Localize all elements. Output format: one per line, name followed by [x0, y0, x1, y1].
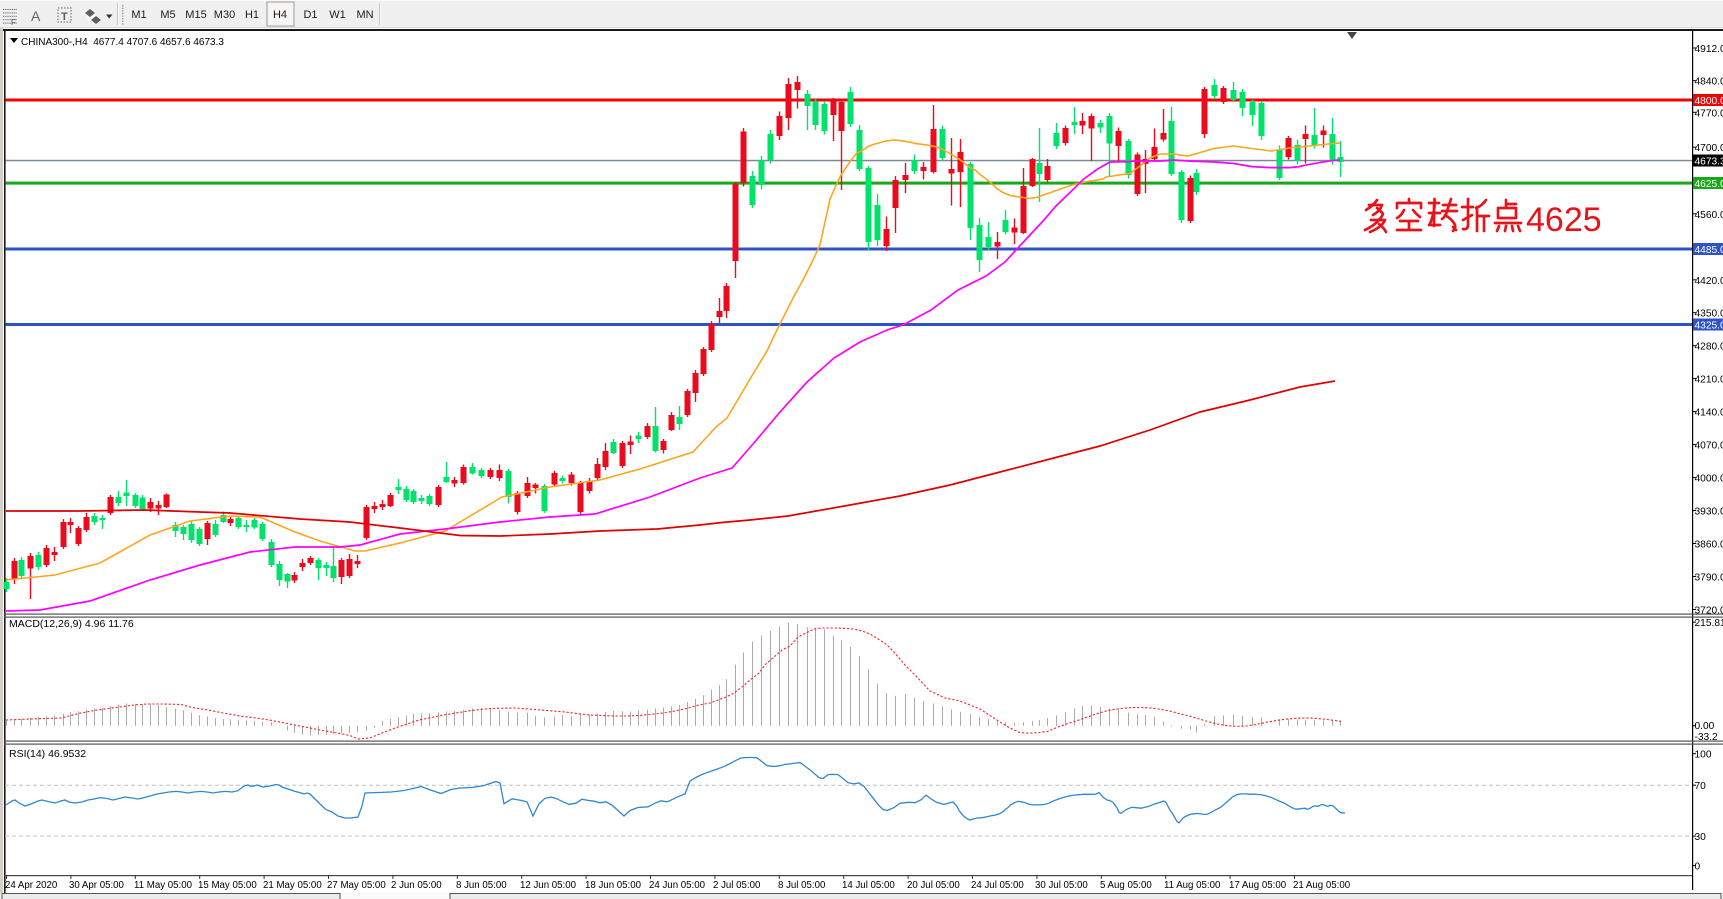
svg-text:70: 70: [1695, 781, 1707, 792]
svg-text:4912.0: 4912.0: [1695, 44, 1723, 55]
svg-text:24 Jun 05:00: 24 Jun 05:00: [649, 880, 706, 891]
svg-text:4000.0: 4000.0: [1695, 474, 1723, 485]
svg-text:4625.0: 4625.0: [1695, 179, 1723, 190]
svg-text:2 Jul 05:00: 2 Jul 05:00: [713, 880, 761, 891]
svg-text:215.81: 215.81: [1695, 618, 1723, 629]
svg-text:H1: H1: [245, 9, 259, 21]
svg-text:4840.0: 4840.0: [1695, 77, 1723, 88]
svg-text:27 May 05:00: 27 May 05:00: [327, 880, 386, 891]
svg-text:24 Jul 05:00: 24 Jul 05:00: [971, 880, 1024, 891]
svg-text:M15: M15: [185, 9, 206, 21]
svg-text:30: 30: [1695, 832, 1707, 843]
svg-text:12 Jun 05:00: 12 Jun 05:00: [520, 880, 577, 891]
svg-text:17 Aug 05:00: 17 Aug 05:00: [1229, 880, 1287, 891]
svg-text:3930.0: 3930.0: [1695, 507, 1723, 518]
svg-text:4280.0: 4280.0: [1695, 342, 1723, 353]
svg-text:3860.0: 3860.0: [1695, 540, 1723, 551]
svg-text:5 Aug 05:00: 5 Aug 05:00: [1100, 880, 1152, 891]
svg-text:4070.0: 4070.0: [1695, 441, 1723, 452]
svg-text:11 Aug 05:00: 11 Aug 05:00: [1164, 880, 1221, 891]
svg-text:0.00: 0.00: [1695, 721, 1715, 732]
svg-text:MN: MN: [356, 9, 373, 21]
svg-text:4140.0: 4140.0: [1695, 408, 1723, 419]
svg-text:30 Apr 05:00: 30 Apr 05:00: [69, 880, 125, 891]
svg-text:4485.0: 4485.0: [1695, 245, 1723, 256]
svg-text:8 Jun 05:00: 8 Jun 05:00: [456, 880, 507, 891]
svg-text:4625: 4625: [1526, 201, 1602, 239]
svg-text:4210.0: 4210.0: [1695, 375, 1723, 386]
svg-text:18 Jun 05:00: 18 Jun 05:00: [585, 880, 642, 891]
svg-text:2 Jun 05:00: 2 Jun 05:00: [391, 880, 442, 891]
svg-text:F: F: [11, 18, 16, 27]
svg-text:H4: H4: [273, 9, 287, 21]
svg-text:8 Jul 05:00: 8 Jul 05:00: [778, 880, 826, 891]
svg-text:MACD(12,26,9) 4.96 11.76: MACD(12,26,9) 4.96 11.76: [9, 618, 134, 630]
svg-text:14 Jul 05:00: 14 Jul 05:00: [842, 880, 895, 891]
svg-text:100: 100: [1695, 750, 1712, 761]
svg-text:4325.0: 4325.0: [1695, 321, 1723, 332]
svg-text:4700.0: 4700.0: [1695, 143, 1723, 154]
svg-text:M1: M1: [131, 9, 146, 21]
svg-text:CHINA300-,H4 4677.4 4707.6 46: CHINA300-,H4 4677.4 4707.6 4657.6 4673.3: [21, 37, 224, 48]
svg-text:11 May 05:00: 11 May 05:00: [134, 880, 193, 891]
svg-text:3720.0: 3720.0: [1695, 606, 1723, 617]
svg-text:4420.0: 4420.0: [1695, 276, 1723, 287]
svg-text:4770.0: 4770.0: [1695, 108, 1723, 119]
svg-text:4800.0: 4800.0: [1695, 96, 1723, 107]
svg-text:15 May 05:00: 15 May 05:00: [198, 880, 257, 891]
svg-text:4350.0: 4350.0: [1695, 309, 1723, 320]
svg-text:M5: M5: [160, 9, 175, 21]
svg-text:30 Jul 05:00: 30 Jul 05:00: [1035, 880, 1088, 891]
svg-text:3790.0: 3790.0: [1695, 573, 1723, 584]
svg-text:0: 0: [1695, 862, 1701, 873]
svg-text:-33.2: -33.2: [1695, 732, 1719, 743]
svg-text:A: A: [31, 8, 41, 24]
svg-text:W1: W1: [329, 9, 346, 21]
svg-text:4560.0: 4560.0: [1695, 210, 1723, 221]
svg-text:21 May 05:00: 21 May 05:00: [263, 880, 322, 891]
svg-text:M30: M30: [214, 9, 235, 21]
svg-text:RSI(14) 46.9532: RSI(14) 46.9532: [9, 748, 86, 760]
svg-text:20 Jul 05:00: 20 Jul 05:00: [907, 880, 960, 891]
svg-text:D1: D1: [303, 9, 317, 21]
svg-text:24 Apr 2020: 24 Apr 2020: [5, 880, 58, 891]
svg-text:T: T: [61, 11, 68, 23]
svg-text:21 Aug 05:00: 21 Aug 05:00: [1293, 880, 1351, 891]
svg-text:4673.3: 4673.3: [1695, 157, 1723, 168]
